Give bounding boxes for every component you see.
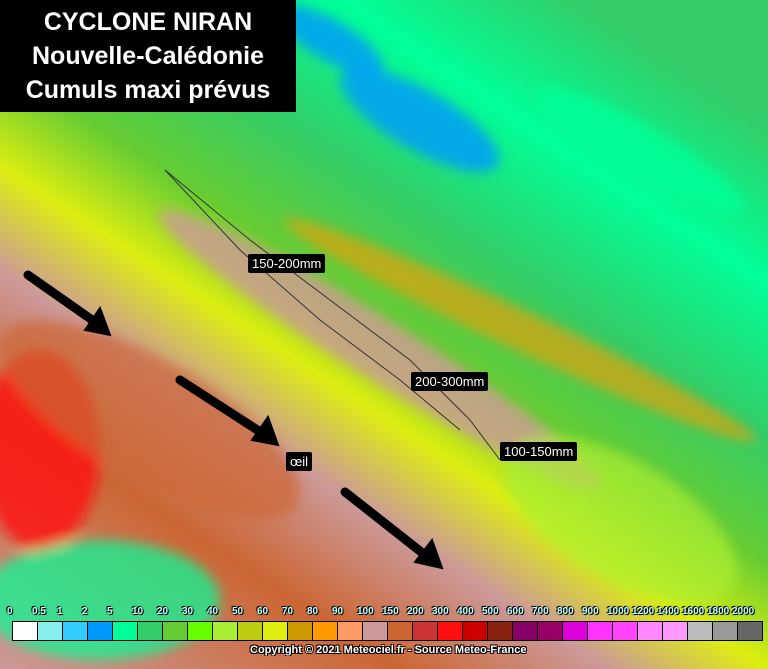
legend-label: 0.5 (32, 606, 46, 617)
legend-label: 1600 (682, 606, 705, 617)
legend-swatch (437, 621, 463, 641)
legend-swatch (337, 621, 363, 641)
legend-swatch (162, 621, 188, 641)
legend-label: 800 (557, 606, 574, 617)
legend-swatch (62, 621, 88, 641)
title-line-3: Cumuls maxi prévus (25, 76, 271, 104)
legend-label: 1000 (607, 606, 630, 617)
trajectory-arrows (23, 270, 444, 570)
legend-label: 80 (307, 606, 319, 617)
legend-label: 100 (357, 606, 374, 617)
legend-label: 70 (282, 606, 294, 617)
new-caledonia-coastline (164, 169, 501, 461)
legend-swatch (637, 621, 663, 641)
legend-label: 1 (57, 606, 63, 617)
legend-label: 400 (457, 606, 474, 617)
legend-label: 1200 (632, 606, 655, 617)
legend-label: 900 (582, 606, 599, 617)
legend-label: 5 (107, 606, 113, 617)
legend-swatch (237, 621, 263, 641)
legend-swatch (662, 621, 688, 641)
legend-label: 500 (482, 606, 499, 617)
legend-swatch (137, 621, 163, 641)
legend-label: 2000 (732, 606, 755, 617)
legend-label: 90 (332, 606, 344, 617)
legend-swatch (462, 621, 488, 641)
legend-swatch (412, 621, 438, 641)
legend-label: 2 (82, 606, 88, 617)
legend-swatch (387, 621, 413, 641)
legend-label: 200 (407, 606, 424, 617)
legend-swatch (687, 621, 713, 641)
legend-swatch (262, 621, 288, 641)
label-150-200mm: 150-200mm (248, 254, 326, 273)
legend-swatch (612, 621, 638, 641)
label-100-150mm: 100-150mm (500, 442, 578, 461)
legend-label: 40 (207, 606, 219, 617)
legend-label: 30 (182, 606, 194, 617)
legend-label: 60 (257, 606, 269, 617)
legend-swatch (362, 621, 388, 641)
legend-swatch (587, 621, 613, 641)
legend-label: 700 (532, 606, 549, 617)
legend-label: 150 (382, 606, 399, 617)
legend-swatch (512, 621, 538, 641)
legend-label: 0 (7, 606, 13, 617)
legend-label: 1800 (707, 606, 730, 617)
legend-swatch (187, 621, 213, 641)
legend-label: 20 (157, 606, 169, 617)
legend-label: 50 (232, 606, 244, 617)
legend-swatch (112, 621, 138, 641)
map-title: CYCLONE NIRAN Nouvelle-Calédonie Cumuls … (0, 0, 296, 112)
legend-label: 300 (432, 606, 449, 617)
legend-swatch (12, 621, 38, 641)
copyright: Copyright © 2021 Meteociel.fr - Source M… (250, 644, 527, 656)
legend-swatch (537, 621, 563, 641)
label-200-300mm: 200-300mm (411, 372, 489, 391)
legend-swatch (487, 621, 513, 641)
legend-swatch (312, 621, 338, 641)
title-line-2: Nouvelle-Calédonie (32, 42, 264, 70)
legend-label: 600 (507, 606, 524, 617)
legend-swatch (562, 621, 588, 641)
legend-swatch (87, 621, 113, 641)
legend-label: 10 (132, 606, 144, 617)
legend-label: 1400 (657, 606, 680, 617)
title-line-1: CYCLONE NIRAN (43, 8, 253, 36)
legend-swatch (212, 621, 238, 641)
legend-swatch (712, 621, 738, 641)
legend-swatch (37, 621, 63, 641)
legend-swatch (737, 621, 763, 641)
legend-swatch (287, 621, 313, 641)
label-eye: œil (286, 452, 313, 471)
